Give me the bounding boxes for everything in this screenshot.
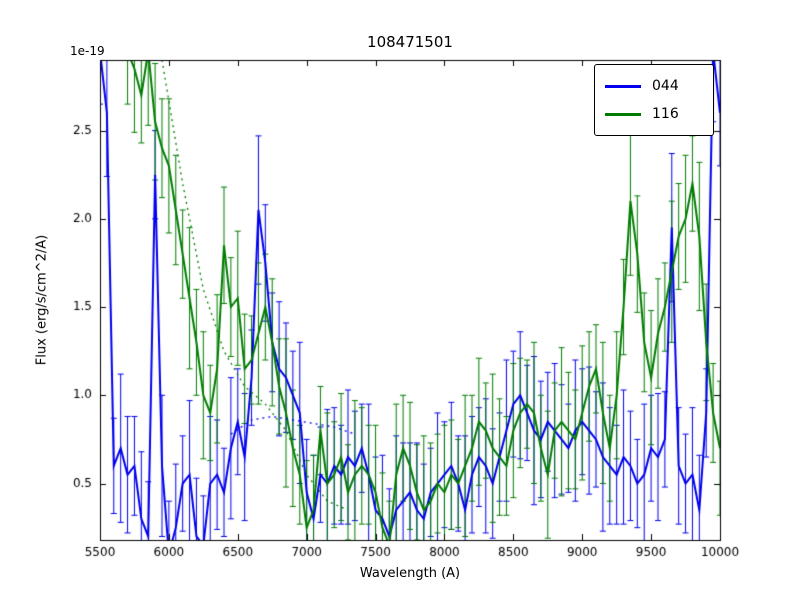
x-axis-label: Wavelength (A) bbox=[359, 566, 461, 581]
chart-title: 108471501 bbox=[367, 33, 453, 51]
legend-line-sample-116 bbox=[605, 112, 641, 116]
legend-line-sample-044 bbox=[605, 84, 641, 88]
legend-label-116: 116 bbox=[652, 106, 679, 122]
legend-label-044: 044 bbox=[652, 78, 679, 94]
legend: 044 116 bbox=[594, 64, 714, 136]
legend-entry-044: 044 bbox=[605, 72, 703, 100]
y-axis-label: Flux (erg/s/cm^2/A) bbox=[34, 234, 50, 366]
y-axis-offset-label: 1e-19 bbox=[70, 44, 105, 58]
legend-entry-116: 116 bbox=[605, 100, 703, 128]
